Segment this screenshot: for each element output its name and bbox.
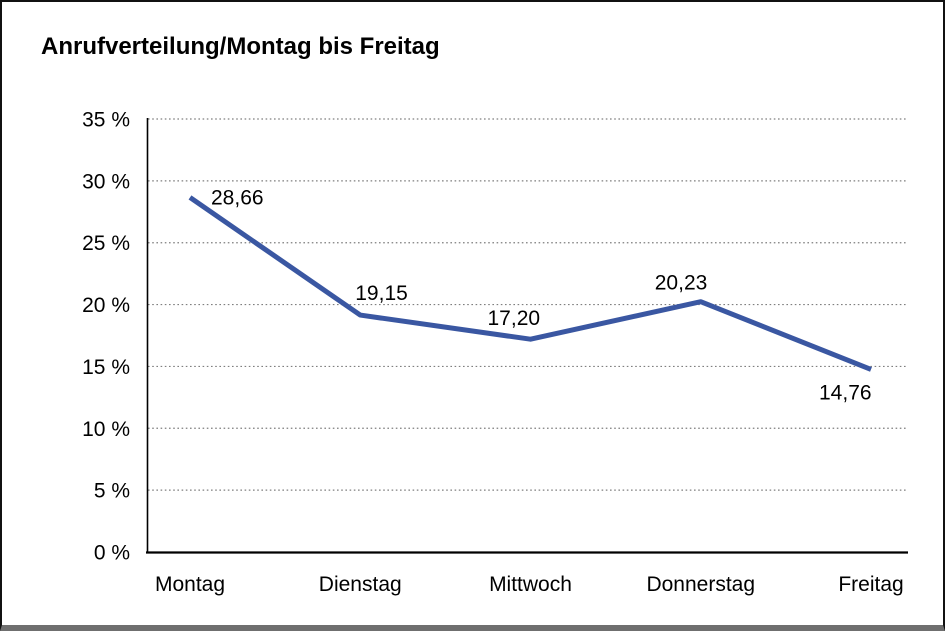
y-tick-label: 20 % (82, 294, 130, 317)
data-series-line (188, 195, 872, 372)
y-tick-label: 30 % (82, 170, 130, 193)
x-category-label: Dienstag (319, 573, 402, 596)
chart-title: Anrufverteilung/Montag bis Freitag (41, 33, 440, 60)
data-point-label: 19,15 (355, 282, 408, 305)
data-point-label: 14,76 (819, 381, 872, 404)
data-point-label: 20,23 (655, 272, 708, 295)
x-category-label: Montag (155, 573, 225, 596)
x-category-label: Freitag (838, 573, 903, 596)
data-point-label: 28,66 (211, 186, 264, 209)
y-tick-label: 35 % (82, 109, 130, 132)
y-tick-label: 5 % (94, 480, 130, 503)
x-category-label: Mittwoch (489, 573, 572, 596)
y-tick-label: 10 % (82, 418, 130, 441)
x-category-label: Donnerstag (646, 573, 755, 596)
y-tick-label: 25 % (82, 232, 130, 255)
y-tick-label: 0 % (94, 542, 130, 565)
y-tick-label: 15 % (82, 356, 130, 379)
data-point-label: 17,20 (488, 307, 541, 330)
